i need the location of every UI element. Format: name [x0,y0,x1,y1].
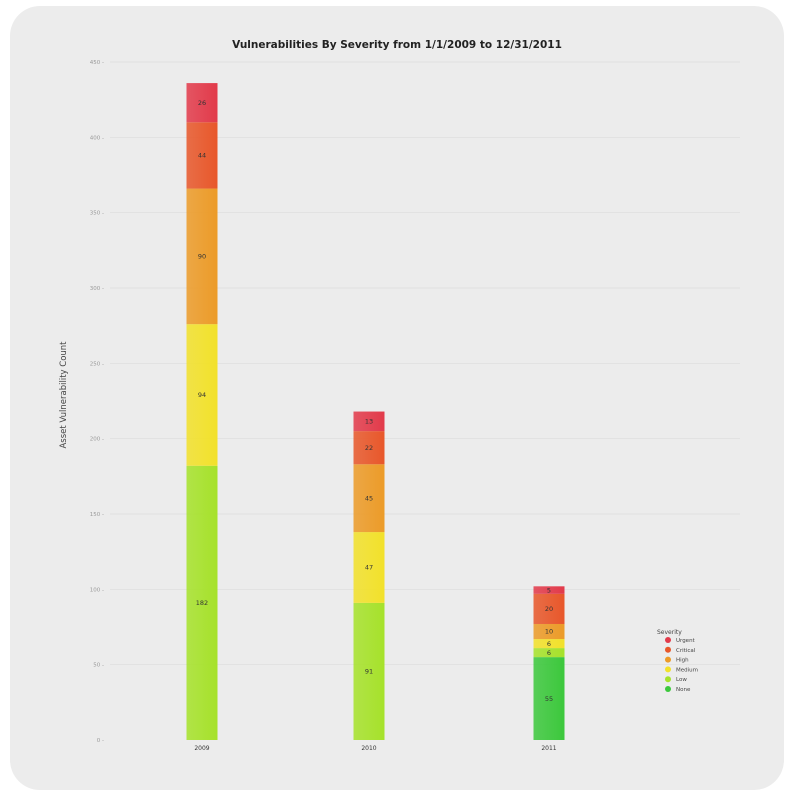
chart-title: Vulnerabilities By Severity from 1/1/200… [232,39,562,51]
bar-value-label: 10 [545,628,553,636]
x-tick-label: 2011 [541,745,556,752]
bar-segment [533,648,565,658]
legend-swatch [665,666,671,673]
bar-segment [353,602,385,740]
bar-value-label: 94 [198,391,206,399]
bar-value-label: 13 [365,418,373,426]
bar-value-label: 6 [547,640,551,648]
bar-value-label: 55 [545,695,553,703]
bar-value-label: 182 [196,599,208,607]
y-axis-ticks: 0 - 50 - 100 - 150 - 200 - 250 - 300 - 350 - 400… [90,60,104,744]
legend: Severity Urgent Critical High Medium Low None [657,629,698,693]
bar-value-label: 26 [198,99,206,107]
y-tick-label: 400 - [90,135,104,141]
x-axis-ticks: 2009 2010 2011 [194,745,556,752]
bar-segment [533,586,565,594]
y-tick-label: 0 - [97,738,104,744]
bar-segment [353,411,385,432]
legend-entry-label: High [676,658,689,664]
bar-segment [186,188,218,325]
y-tick-label: 200 - [90,437,104,443]
bars [186,83,565,740]
bar-segment [533,623,565,640]
y-axis-label: Asset Vulnerability Count [59,341,69,449]
legend-entry-label: Critical [676,648,696,654]
y-tick-label: 50 - [93,663,104,669]
legend-swatch [665,646,671,653]
legend-entry-label: Urgent [676,638,696,644]
bar-segment [533,639,565,649]
legend-swatch [665,676,671,683]
bar-value-label: 90 [198,253,206,261]
bar-segment [186,465,218,740]
bar-segment [533,593,565,624]
y-tick-label: 300 - [90,286,104,292]
legend-swatch [665,637,671,643]
legend-entry-label: Medium [676,667,698,673]
legend-entry-label: Low [676,677,687,683]
bar-segment [353,464,385,533]
bar-segment [353,431,385,465]
bar-value-label: 91 [365,668,373,676]
bar-value-label: 44 [198,152,206,160]
bar-segment [353,532,385,603]
bar-segment [186,324,218,466]
y-tick-label: 250 - [90,361,104,367]
legend-swatch [665,686,671,692]
bar-value-label: 5 [547,586,551,594]
legend-swatch [665,656,671,663]
legend-entry-label: None [676,687,691,693]
chart-frame [10,6,784,790]
x-tick-label: 2010 [361,745,376,752]
bar-value-label: 45 [365,494,373,502]
y-tick-label: 350 - [90,211,104,217]
bar-value-label: 47 [365,564,373,572]
legend-title: Severity [657,629,682,636]
y-tick-label: 450 - [90,60,104,66]
bar-value-label: 22 [365,444,373,452]
x-tick-label: 2009 [194,745,209,752]
bar-segment [533,657,565,740]
bar-segment [186,122,218,189]
y-tick-label: 150 - [90,512,104,518]
bar-segment [186,83,218,123]
bar-value-label: 6 [547,649,551,657]
y-tick-label: 100 - [90,587,104,593]
bar-value-label: 20 [545,605,553,613]
bar-labels: 182 94 90 44 26 91 47 45 22 13 55 66 10 20 5 [196,99,553,703]
